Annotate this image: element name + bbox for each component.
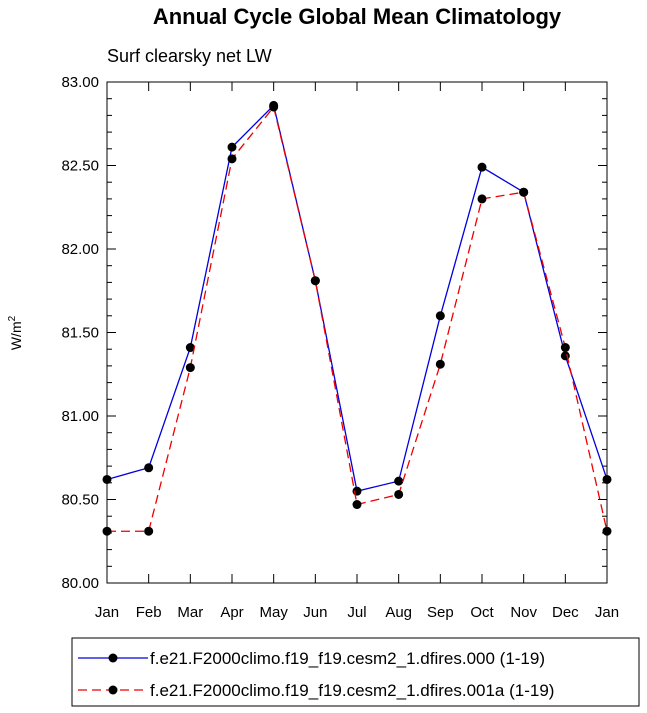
- series-2-point: [102, 526, 112, 536]
- series-2-point: [435, 359, 445, 369]
- y-axis-label: W/m2: [7, 315, 24, 350]
- legend-marker-1: [108, 653, 118, 663]
- y-axis-label-superscript: 2: [7, 315, 18, 321]
- y-tick-label: 83.00: [61, 74, 99, 91]
- series-1-point: [602, 474, 612, 484]
- x-tick-label: Apr: [220, 604, 243, 621]
- legend-label-2: f.e21.F2000climo.f19_f19.cesm2_1.dfires.…: [150, 681, 554, 700]
- x-tick-label: May: [259, 604, 288, 621]
- series-2-point: [310, 276, 320, 286]
- series-1-point: [185, 343, 195, 353]
- series-2-point: [352, 500, 362, 510]
- chart-title: Annual Cycle Global Mean Climatology: [153, 4, 562, 29]
- series-2-point: [602, 526, 612, 536]
- legend-marker-2: [108, 685, 118, 695]
- y-tick-label: 81.50: [61, 325, 99, 342]
- series-1-point: [144, 463, 154, 473]
- y-tick-label: 80.00: [61, 575, 99, 592]
- y-tick-label: 82.50: [61, 158, 99, 175]
- series-1-point: [435, 311, 445, 321]
- series-2-point: [185, 363, 195, 373]
- y-axis-label-base: W/m: [8, 321, 24, 350]
- x-tick-label: Jan: [95, 604, 119, 621]
- series-1-point: [477, 162, 487, 172]
- x-tick-label: Jul: [347, 604, 366, 621]
- x-tick-label: Nov: [510, 604, 537, 621]
- series-1-point: [102, 474, 112, 484]
- chart-subtitle: Surf clearsky net LW: [107, 46, 272, 66]
- x-tick-label: Jun: [303, 604, 327, 621]
- legend: f.e21.F2000climo.f19_f19.cesm2_1.dfires.…: [71, 637, 640, 707]
- series-2-point: [269, 102, 279, 112]
- x-tick-label: Jan: [595, 604, 619, 621]
- series-1-point: [227, 142, 237, 152]
- plot-area: 80.00 80.50 81.00 81.50 82.00 82.50 83.00 Jan Fe…: [61, 74, 619, 621]
- series-line-2: [107, 105, 608, 532]
- series-1-point: [394, 476, 404, 486]
- y-tick-label: 80.50: [61, 492, 99, 509]
- x-tick-label: Dec: [552, 604, 579, 621]
- series-2-point: [477, 194, 487, 204]
- legend-label-1: f.e21.F2000climo.f19_f19.cesm2_1.dfires.…: [150, 649, 545, 668]
- legend-box: [71, 637, 640, 707]
- series-1-point: [352, 486, 362, 496]
- y-tick-label: 81.00: [61, 408, 99, 425]
- series-2-point: [227, 154, 237, 164]
- x-tick-label: Aug: [385, 604, 412, 621]
- series-2-point: [560, 343, 570, 353]
- series-2-point: [144, 526, 154, 536]
- y-tick-label: 82.00: [61, 241, 99, 258]
- series-2-point: [519, 187, 529, 197]
- series-line-1: [106, 104, 608, 492]
- x-tick-label: Feb: [136, 604, 162, 621]
- x-tick-label: Sep: [427, 604, 454, 621]
- x-tick-label: Oct: [470, 604, 494, 621]
- x-tick-label: Mar: [177, 604, 203, 621]
- series-2-point: [394, 489, 404, 499]
